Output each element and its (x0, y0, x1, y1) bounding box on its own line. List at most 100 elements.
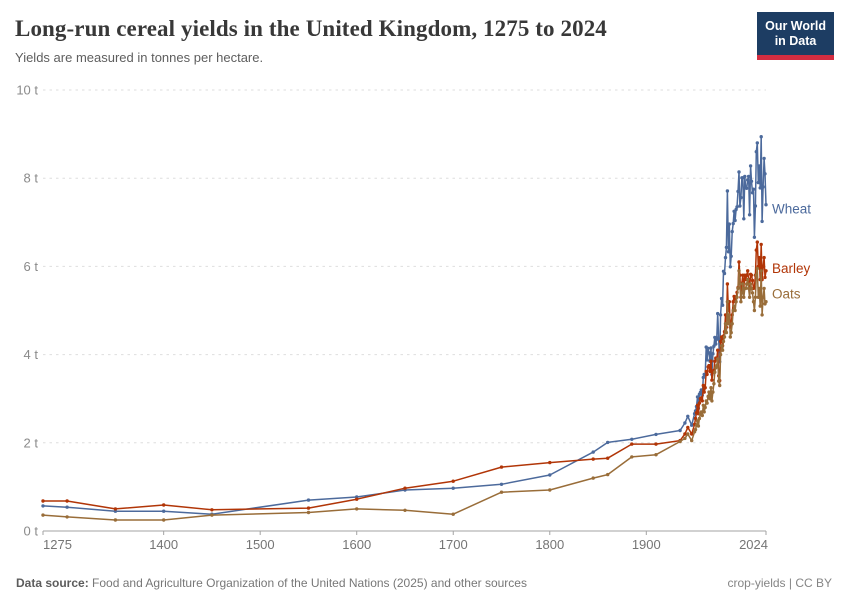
data-point[interactable] (451, 512, 455, 516)
data-point[interactable] (709, 386, 713, 390)
data-point[interactable] (754, 248, 758, 252)
data-point[interactable] (695, 403, 700, 407)
data-point[interactable] (760, 313, 764, 317)
data-point[interactable] (724, 330, 729, 335)
data-point[interactable] (41, 499, 45, 503)
data-point[interactable] (714, 342, 718, 346)
data-point[interactable] (749, 179, 754, 183)
data-point[interactable] (745, 186, 749, 190)
data-point[interactable] (548, 473, 552, 477)
data-point[interactable] (712, 344, 716, 348)
data-point[interactable] (711, 352, 715, 356)
data-point[interactable] (716, 311, 720, 316)
data-point[interactable] (707, 390, 711, 394)
owid-logo[interactable]: Our World in Data (757, 12, 834, 60)
series-oats[interactable]: Oats (41, 266, 801, 522)
series-line-wheat[interactable] (42, 135, 767, 515)
data-point[interactable] (737, 170, 741, 174)
data-point[interactable] (764, 269, 768, 273)
data-point[interactable] (750, 191, 755, 195)
data-point[interactable] (710, 399, 714, 403)
data-point[interactable] (654, 453, 658, 457)
data-point[interactable] (65, 505, 69, 509)
data-point[interactable] (734, 207, 738, 212)
data-point[interactable] (735, 295, 739, 299)
data-point[interactable] (306, 506, 311, 510)
data-point[interactable] (606, 472, 610, 477)
data-point[interactable] (700, 413, 704, 418)
data-point[interactable] (751, 187, 756, 191)
data-point[interactable] (683, 432, 687, 436)
data-point[interactable] (755, 141, 759, 145)
data-point[interactable] (726, 322, 731, 326)
data-point[interactable] (757, 164, 761, 168)
data-point[interactable] (718, 339, 723, 344)
data-point[interactable] (591, 457, 595, 461)
data-point[interactable] (678, 439, 682, 444)
data-point[interactable] (723, 322, 728, 326)
data-point[interactable] (548, 460, 552, 465)
data-point[interactable] (686, 432, 690, 436)
data-point[interactable] (696, 424, 701, 428)
data-point[interactable] (403, 486, 407, 490)
data-point[interactable] (730, 229, 734, 234)
data-point[interactable] (606, 456, 610, 460)
data-point[interactable] (630, 442, 634, 446)
data-point[interactable] (707, 351, 711, 355)
data-point[interactable] (725, 300, 730, 304)
data-point[interactable] (686, 414, 690, 418)
data-point[interactable] (733, 218, 737, 223)
data-point[interactable] (686, 425, 690, 430)
data-point[interactable] (451, 486, 455, 490)
data-point[interactable] (762, 255, 766, 260)
data-point[interactable] (162, 503, 166, 507)
data-point[interactable] (760, 219, 764, 224)
data-point[interactable] (761, 264, 765, 269)
data-point[interactable] (713, 359, 717, 363)
data-point[interactable] (757, 255, 761, 260)
data-point[interactable] (718, 352, 723, 357)
data-point[interactable] (748, 164, 753, 168)
data-point[interactable] (708, 397, 712, 401)
data-point[interactable] (630, 437, 634, 441)
data-point[interactable] (756, 180, 760, 185)
data-point[interactable] (724, 245, 729, 250)
data-point[interactable] (761, 185, 765, 189)
data-point[interactable] (699, 410, 703, 414)
data-point[interactable] (742, 295, 746, 299)
data-point[interactable] (754, 150, 758, 154)
data-point[interactable] (606, 440, 610, 445)
data-point[interactable] (746, 178, 750, 182)
series-wheat[interactable]: Wheat (41, 135, 811, 516)
data-point[interactable] (697, 401, 702, 405)
data-point[interactable] (499, 482, 504, 486)
data-point[interactable] (741, 282, 745, 286)
data-point[interactable] (746, 269, 750, 273)
data-point[interactable] (752, 308, 757, 313)
data-point[interactable] (703, 405, 707, 410)
data-point[interactable] (715, 363, 719, 368)
data-point[interactable] (745, 282, 749, 286)
data-point[interactable] (702, 390, 706, 394)
data-point[interactable] (761, 295, 765, 299)
data-point[interactable] (763, 172, 767, 176)
data-point[interactable] (710, 378, 714, 382)
data-point[interactable] (706, 346, 710, 351)
data-point[interactable] (764, 203, 768, 207)
data-point[interactable] (451, 479, 455, 483)
data-point[interactable] (403, 508, 407, 512)
data-point[interactable] (717, 379, 721, 383)
data-point[interactable] (752, 235, 757, 239)
data-point[interactable] (720, 348, 725, 352)
data-point[interactable] (764, 300, 768, 304)
data-point[interactable] (722, 335, 727, 339)
data-point[interactable] (690, 432, 694, 436)
data-point[interactable] (706, 394, 710, 399)
data-point[interactable] (700, 399, 704, 403)
series-barley[interactable]: Barley (41, 240, 811, 512)
data-point[interactable] (712, 382, 716, 386)
data-point[interactable] (743, 174, 747, 179)
data-point[interactable] (742, 217, 746, 221)
data-point[interactable] (739, 195, 743, 200)
data-point[interactable] (736, 189, 740, 194)
